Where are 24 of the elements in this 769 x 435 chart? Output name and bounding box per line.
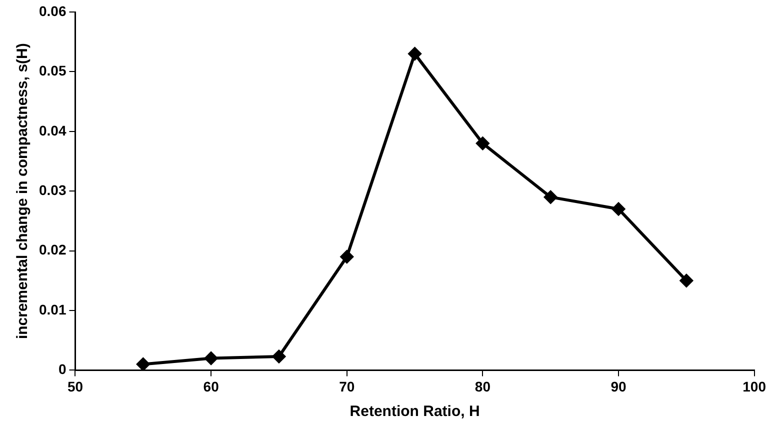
y-tick-label: 0.02: [39, 242, 66, 258]
y-tick-label: 0.06: [39, 2, 66, 19]
point: [476, 136, 490, 150]
point: [612, 202, 626, 216]
point: [204, 352, 218, 365]
point: [136, 358, 150, 370]
point: [340, 250, 354, 264]
x-tick-label: 60: [203, 378, 220, 394]
x-tick-label: 80: [474, 378, 491, 394]
point: [680, 274, 693, 288]
y-tick-label: 0: [58, 361, 66, 378]
x-tick-label: 70: [339, 378, 355, 394]
y-tick-label: 0.01: [39, 301, 66, 318]
point: [544, 190, 558, 204]
y-axis-title: incremental change in compactness, s(H): [14, 43, 32, 340]
x-axis-title: Retention Ratio, H: [350, 403, 480, 420]
x-tick-label: 90: [610, 378, 627, 394]
point: [272, 350, 286, 363]
y-tick-label: 0.04: [39, 122, 66, 138]
y-tick-label: 0.05: [39, 62, 66, 79]
x-tick-label: 100: [742, 378, 766, 394]
y-tick-label: 0.03: [39, 182, 66, 198]
x-tick-label: 50: [67, 378, 84, 394]
point: [408, 47, 422, 60]
